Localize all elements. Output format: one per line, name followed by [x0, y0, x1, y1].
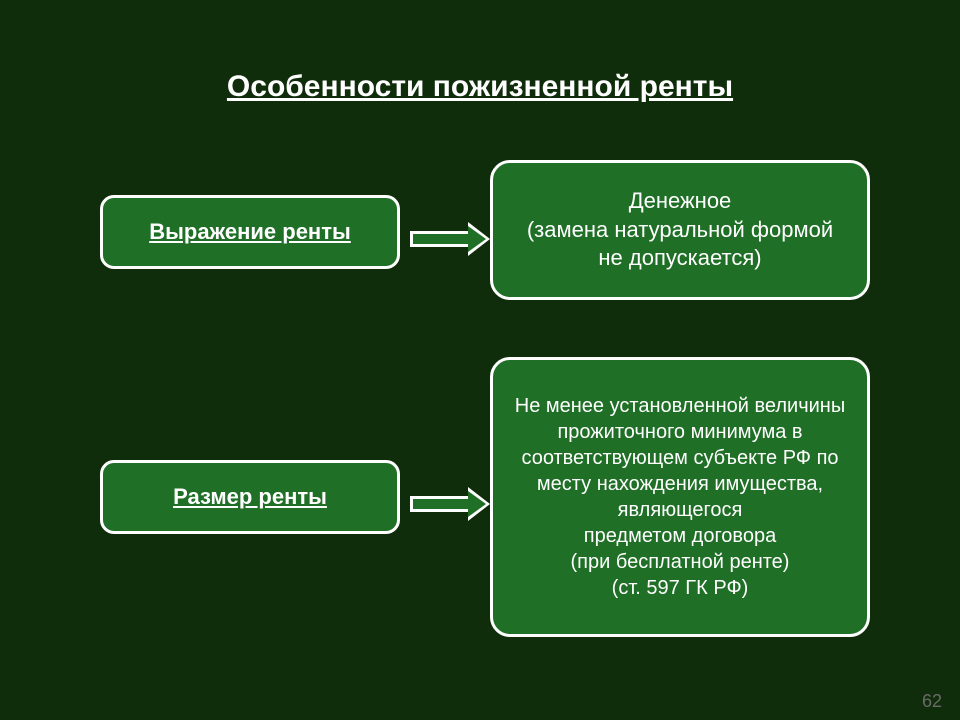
box-expression-desc-text: Денежное(замена натуральной формойне доп…: [527, 187, 833, 273]
arrow-size: [410, 487, 490, 521]
box-size-label-text: Размер ренты: [173, 483, 327, 512]
arrow-expression: [410, 222, 490, 256]
box-size-desc-text: Не менее установленной величины прожиточ…: [507, 393, 853, 601]
page-number: 62: [922, 691, 942, 712]
slide-title: Особенности пожизненной ренты: [0, 70, 960, 104]
box-expression-label: Выражение ренты: [100, 195, 400, 269]
box-expression-desc: Денежное(замена натуральной формойне доп…: [490, 160, 870, 300]
page-number-text: 62: [922, 691, 942, 711]
box-expression-label-text: Выражение ренты: [149, 218, 351, 247]
box-size-desc: Не менее установленной величины прожиточ…: [490, 357, 870, 637]
slide-title-text: Особенности пожизненной ренты: [227, 70, 733, 103]
box-size-label: Размер ренты: [100, 460, 400, 534]
